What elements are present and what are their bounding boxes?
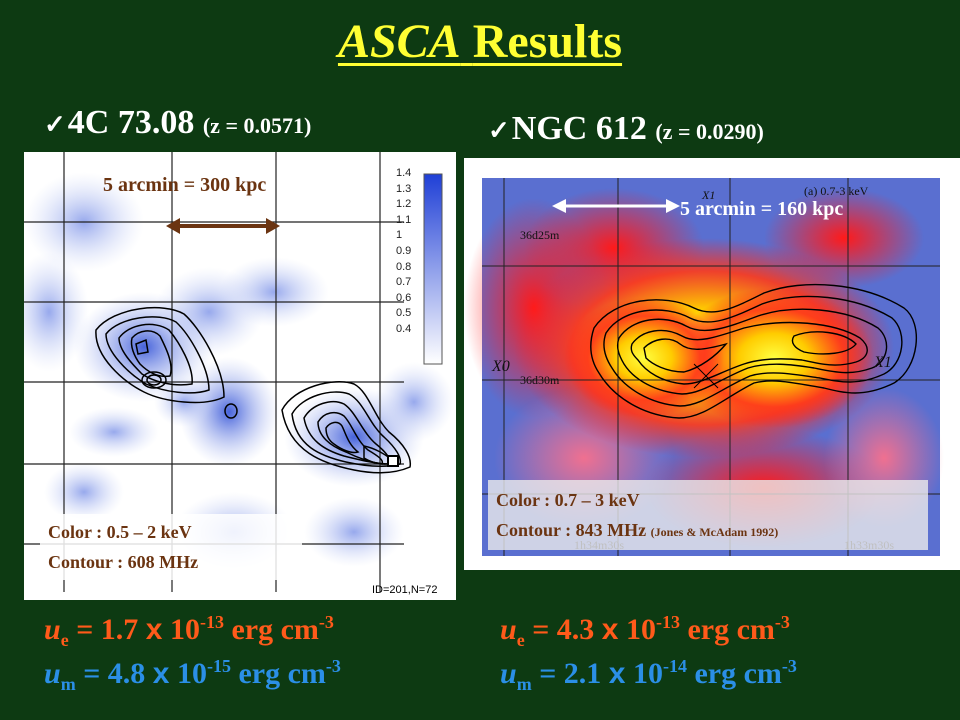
left-scale-label: 5 arcmin = 300 kpc — [103, 174, 267, 196]
title-rest: Results — [472, 15, 623, 68]
ue-unit-exponent: -3 — [774, 612, 790, 632]
um-subscript: m — [60, 674, 76, 694]
check-icon: ✓ — [488, 116, 510, 145]
ue-symbol: u — [44, 613, 61, 646]
times-sign: x — [145, 613, 163, 646]
colorbar-tick: 0.7 — [396, 276, 412, 289]
colorbar-ticks: 1.4 1.3 1.2 1.1 1 0.9 0.8 0.7 0.6 0.5 0.… — [396, 166, 426, 338]
um-base: 10 — [169, 657, 207, 690]
ue-value: = 4.3 — [524, 613, 602, 646]
colorbar-tick: 0.8 — [396, 260, 412, 273]
um-subscript: m — [516, 674, 532, 694]
right-legend-contour: Contour : 843 MHz — [496, 520, 647, 540]
times-sign: x — [152, 657, 170, 690]
colorbar-tick: 1.1 — [396, 213, 412, 226]
ue-subscript: e — [60, 630, 69, 650]
right-redshift: (z = 0.0290) — [655, 119, 764, 144]
right-legend-color: Color : 0.7 – 3 keV — [496, 490, 640, 510]
colorbar-tick: 1 — [396, 229, 403, 242]
um-exponent: -14 — [662, 656, 687, 676]
slide-title: ASCA Results — [0, 14, 960, 69]
dec-label: 36d25m — [520, 228, 560, 242]
um-exponent: -15 — [206, 656, 231, 676]
left-um-equation: um = 4.8 x 10-15 erg cm-3 — [44, 656, 341, 695]
right-legend: Color : 0.7 – 3 keV Contour : 843 MHz (J… — [488, 480, 928, 550]
x-label: X0 — [492, 358, 510, 375]
colorbar-tick: 1.3 — [396, 182, 412, 195]
colorbar-tick: 0.5 — [396, 307, 412, 320]
ue-unit: erg cm — [679, 613, 775, 646]
um-unit: erg cm — [686, 657, 782, 690]
right-um-equation: um = 2.1 x 10-14 erg cm-3 — [500, 656, 797, 695]
ue-subscript: e — [516, 630, 525, 650]
x-label: X1 — [702, 188, 716, 202]
ue-unit: erg cm — [223, 613, 319, 646]
left-redshift: (z = 0.0571) — [202, 113, 312, 138]
left-legend-contour: Contour : 608 MHz — [48, 552, 199, 572]
ue-base: 10 — [618, 613, 656, 646]
right-ue-equation: ue = 4.3 x 10-13 erg cm-3 — [500, 612, 790, 651]
colorbar-tick: 0.9 — [396, 244, 412, 257]
times-sign: x — [601, 613, 619, 646]
um-base: 10 — [625, 657, 663, 690]
colorbar-tick: 0.4 — [396, 322, 412, 335]
x-label: X1 — [874, 354, 892, 371]
um-symbol: u — [44, 657, 61, 690]
ue-unit-exponent: -3 — [318, 612, 334, 632]
right-legend-reference: (Jones & McAdam 1992) — [650, 525, 779, 539]
left-heading: ✓4C 73.08 (z = 0.0571) — [44, 104, 311, 142]
left-legend: Color : 0.5 – 2 keV Contour : 608 MHz — [40, 514, 302, 580]
ue-exponent: -13 — [655, 612, 680, 632]
right-object-name: NGC 612 — [511, 110, 647, 147]
title-italic: ASCA — [337, 15, 461, 68]
um-value: = 2.1 — [531, 657, 609, 690]
right-panel-caption: (a) 0.7-3 keV — [804, 184, 869, 198]
times-sign: x — [608, 657, 626, 690]
colorbar-tick: 1.4 — [396, 167, 412, 179]
left-object-name: 4C 73.08 — [67, 104, 195, 141]
colorbar-tick: 1.2 — [396, 198, 412, 211]
left-ue-equation: ue = 1.7 x 10-13 erg cm-3 — [44, 612, 334, 651]
right-scale-label: 5 arcmin = 160 kpc — [680, 198, 844, 220]
um-unit: erg cm — [230, 657, 326, 690]
left-map-graphic — [24, 152, 454, 592]
ue-exponent: -13 — [199, 612, 224, 632]
ue-symbol: u — [500, 613, 517, 646]
ue-value: = 1.7 — [68, 613, 146, 646]
um-unit-exponent: -3 — [781, 656, 797, 676]
dec-label: 36d30m — [520, 373, 560, 387]
um-unit-exponent: -3 — [325, 656, 341, 676]
map-footer-id: ID=201,N=72 — [372, 584, 438, 596]
um-symbol: u — [500, 657, 517, 690]
right-heading: ✓NGC 612 (z = 0.0290) — [488, 110, 764, 148]
colorbar-tick: 0.6 — [396, 291, 412, 304]
um-value: = 4.8 — [75, 657, 153, 690]
check-icon: ✓ — [44, 110, 66, 139]
ue-base: 10 — [162, 613, 200, 646]
left-legend-color: Color : 0.5 – 2 keV — [48, 522, 192, 542]
